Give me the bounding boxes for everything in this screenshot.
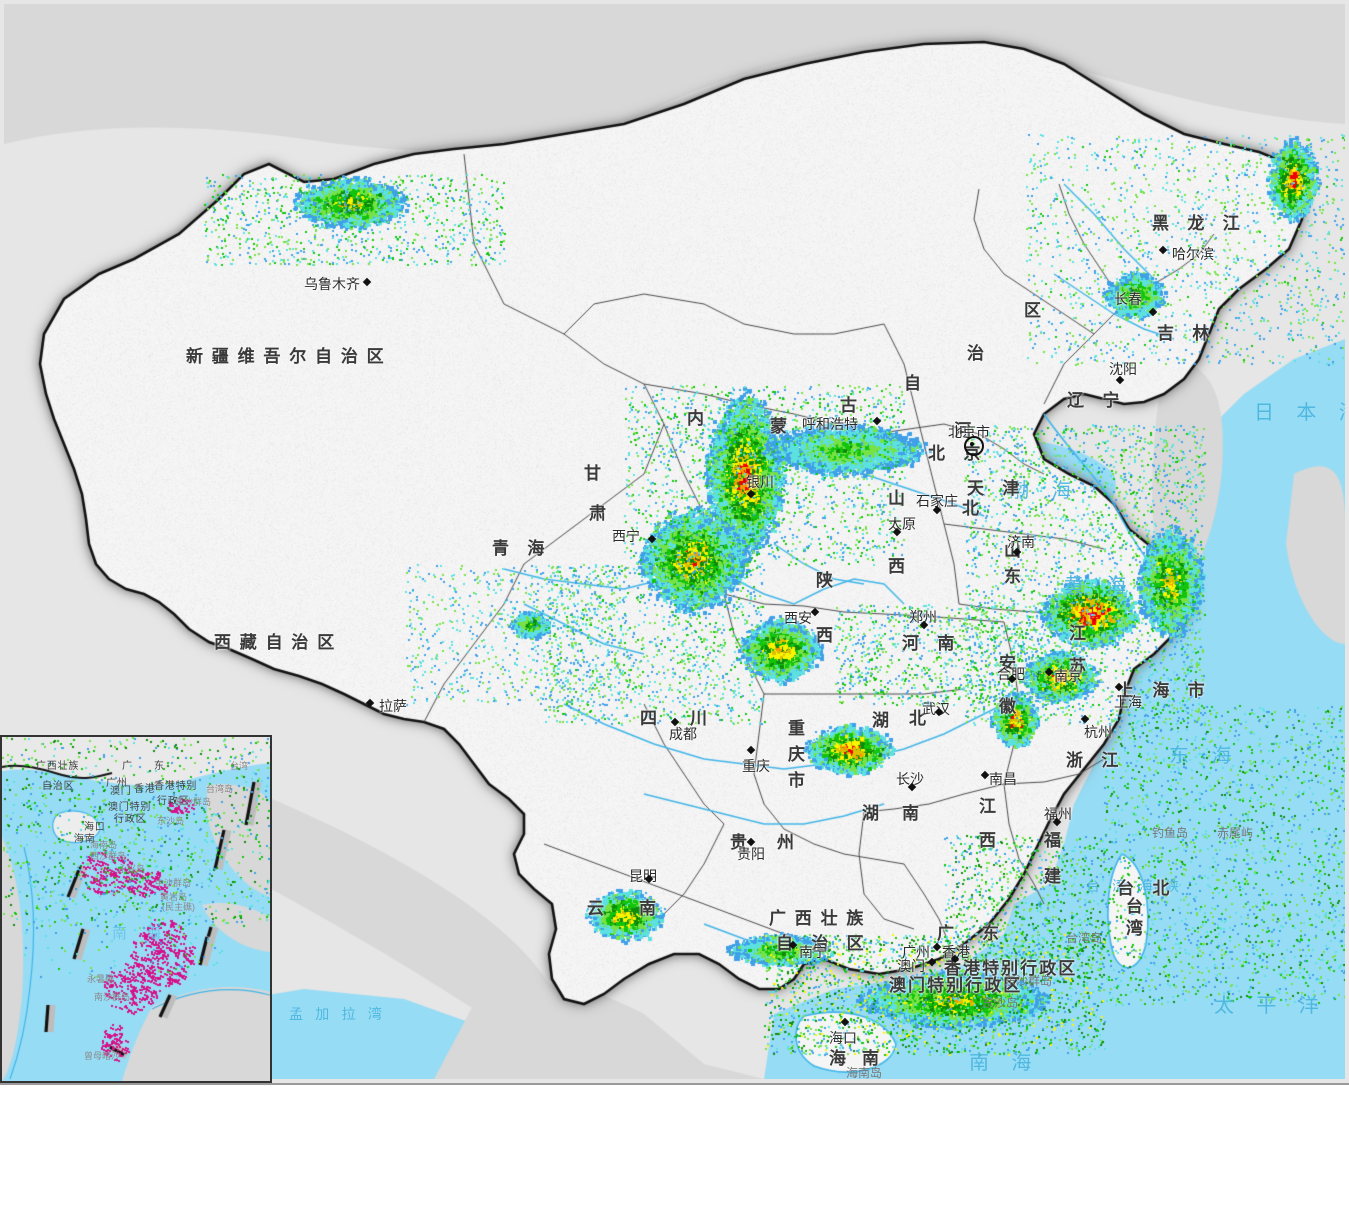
city-label: 杭州 [1084,722,1112,742]
city-label: 海口 [829,1028,857,1048]
inset-label: 澳门 [110,782,132,797]
island-label: 台湾岛 [1066,929,1102,946]
city-label: 西安 [784,608,812,628]
province-label: 治 [967,339,991,364]
island-label: 钓鱼岛 [1152,824,1188,841]
city-label: 南昌 [989,769,1017,789]
radar-mosaic-page: 日 本 海黄 海渤 海东 海太 平 洋南 海台 湾 海 峡孟 加 拉 湾 新 疆… [0,0,1349,1208]
ocean-label: 黄 海 [1064,569,1135,598]
province-label: 吉 林 [1157,319,1216,344]
province-label: 云 [587,894,611,919]
province-label: 辽 宁 [1067,386,1126,411]
province-label: 福 [1044,826,1068,851]
province-label: 南 [902,799,926,824]
inset-label: 曾母暗沙 [84,1049,120,1062]
city-label: 沈阳 [1109,359,1137,379]
inset-label: 永暑礁 [87,972,114,985]
province-label: 建 [1044,862,1068,887]
city-label: 南京 [1054,666,1082,686]
province-label: 庆 [788,740,812,765]
province-label: 湾 [1126,914,1150,939]
province-label: 徽 [999,692,1023,717]
province-label: 重 [788,714,812,739]
ocean-label: 南 海 [969,1046,1040,1075]
inset-label: 南沙群岛 [94,990,130,1003]
south-china-sea-inset[interactable]: 广西壮族 自治区 广 东广州 香港 香港特别 行政区 澳门 澳门特别 行政区 台湾 台湾岛 东沙群岛 东沙… [0,735,272,1083]
inset-label: 自治区 [42,777,74,792]
province-label: 浙 江 [1066,746,1125,771]
province-label: 蒙 [770,412,794,437]
inset-label: 台湾岛 [206,782,233,795]
province-label: 广 西 壮 族 [769,904,865,929]
capital-marker-beijing [964,436,984,456]
inset-label: 中沙群岛 [155,876,191,889]
city-label: 拉萨 [379,696,407,716]
inset-label: 东沙岛 [157,814,184,827]
inset-label: 南 海 [112,922,169,943]
city-label: 上海 [1114,692,1142,712]
province-label: 河 南 [902,629,961,654]
ocean-label: 孟 加 拉 湾 [289,1004,386,1024]
city-label: 成都 [669,724,697,744]
city-label: 西宁 [612,526,640,546]
province-label: 天 津 [967,474,1026,499]
inset-label: 台湾 [230,759,248,772]
province-label: 西 [816,621,840,646]
province-label: 西 [888,552,912,577]
inset-label: 行政区 [114,810,146,825]
city-label: 贵阳 [737,844,765,864]
province-label: 东 [982,919,1006,944]
city-label: 济南 [1007,532,1035,552]
city-label: 呼和浩特 [802,414,858,434]
province-label: 江 [979,792,1003,817]
province-label: 内 [687,404,711,429]
province-label: 湖 [872,706,896,731]
inset-label: 西沙群岛 [90,849,126,862]
city-label: 乌鲁木齐 [304,274,360,294]
province-label: 西 藏 自 治 区 [214,628,336,653]
province-label: 江 [1069,619,1093,644]
province-label: 自 [904,369,928,394]
city-label: 长春 [1114,289,1142,309]
inset-label: 永兴岛 [118,862,145,875]
province-label: 西 [979,826,1003,851]
province-label: 黑 龙 江 [1152,209,1246,234]
inset-label: 香港特别 [154,777,197,792]
city-label: 南宁 [799,942,827,962]
province-label: 东 [1004,562,1028,587]
ocean-label: 东 海 [1169,739,1240,768]
inset-label: 东沙群岛 [175,795,211,808]
province-label: 陕 [816,566,840,591]
province-label: 州 [777,828,801,853]
city-label: 昆明 [629,866,657,886]
city-label: 重庆 [742,756,770,776]
province-label: 市 [788,766,812,791]
province-label: 湖 [862,799,886,824]
province-label: 肃 [589,499,613,524]
province-label: 广 [937,919,961,944]
legend-panel: 全国雷达拼图 [2025-09-02 07:24:00] [ 组合反射率 ] 5… [0,1083,1349,1208]
province-label: 区 [1024,296,1048,321]
province-label: 四 [640,704,664,729]
inset-label: 东 [154,757,165,772]
province-label: 山 [888,484,912,509]
province-label: 甘 [584,459,608,484]
ocean-label: 太 平 洋 [1214,989,1327,1018]
province-label: 古 [840,391,864,416]
island-label: 海南岛 [846,1064,882,1079]
province-label: 新 疆 维 吾 尔 自 治 区 [186,342,386,367]
island-label: 赤尾屿 [1217,824,1253,841]
inset-label: 香港 [134,780,156,795]
map-panel[interactable]: 日 本 海黄 海渤 海东 海太 平 洋南 海台 湾 海 峡孟 加 拉 湾 新 疆… [0,0,1349,1083]
province-label: 南 [639,894,663,919]
inset-label: 广 [122,757,133,772]
city-label: 哈尔滨 [1172,244,1214,264]
inset-label: 广西壮族 [36,757,79,772]
island-label: 东沙群岛 [1004,972,1052,989]
inset-label: (民主礁) [162,900,195,913]
city-label: 澳门 [897,956,925,976]
province-label: 青 海 [492,534,551,559]
island-label: 东沙岛 [982,994,1018,1011]
ocean-label: 日 本 海 [1254,396,1345,425]
